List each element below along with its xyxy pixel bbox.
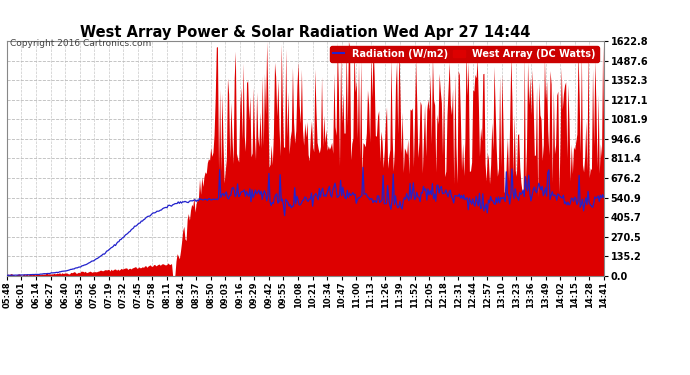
Legend: Radiation (W/m2), West Array (DC Watts): Radiation (W/m2), West Array (DC Watts): [330, 46, 599, 62]
Title: West Array Power & Solar Radiation Wed Apr 27 14:44: West Array Power & Solar Radiation Wed A…: [80, 25, 531, 40]
Text: Copyright 2016 Cartronics.com: Copyright 2016 Cartronics.com: [10, 39, 152, 48]
